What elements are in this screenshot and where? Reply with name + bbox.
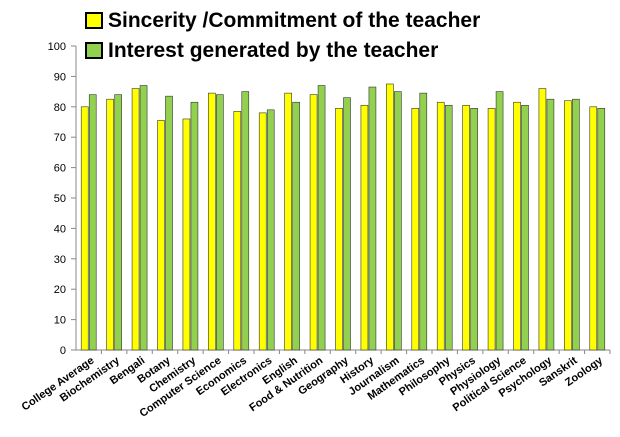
bar-interest (445, 105, 452, 350)
bar-interest (267, 110, 274, 350)
bar-sincerity (488, 108, 495, 350)
y-tick-label: 0 (60, 345, 66, 357)
bar-sincerity (463, 105, 470, 350)
bar-sincerity (437, 102, 444, 350)
bar-sincerity (208, 93, 215, 350)
bar-interest (191, 102, 198, 350)
bar-sincerity (285, 93, 292, 350)
bar-interest (242, 92, 249, 350)
bar-sincerity (564, 101, 571, 350)
bar-sincerity (183, 119, 190, 350)
bar-sincerity (539, 89, 546, 350)
y-tick-label: 50 (54, 193, 66, 205)
bar-sincerity (81, 107, 88, 350)
bar-interest (318, 86, 325, 350)
y-tick-label: 100 (48, 41, 66, 53)
bar-sincerity (310, 95, 317, 350)
y-tick-label: 10 (54, 315, 66, 327)
bar-interest (471, 108, 478, 350)
bar-interest (369, 87, 376, 350)
bar-sincerity (412, 108, 419, 350)
y-tick-label: 80 (54, 102, 66, 114)
bar-sincerity (259, 113, 266, 350)
bar-interest (547, 99, 554, 350)
bar-interest (394, 92, 401, 350)
y-tick-label: 70 (54, 132, 66, 144)
y-tick-label: 30 (54, 254, 66, 266)
bar-interest (420, 93, 427, 350)
bar-sincerity (386, 84, 393, 350)
y-tick-label: 20 (54, 284, 66, 296)
y-tick-label: 40 (54, 223, 66, 235)
bar-interest (293, 102, 300, 350)
bar-interest (140, 86, 147, 350)
bar-interest (344, 98, 351, 350)
y-tick-label: 60 (54, 163, 66, 175)
bar-sincerity (107, 99, 114, 350)
bar-sincerity (132, 89, 139, 350)
bar-sincerity (514, 102, 521, 350)
bar-interest (496, 92, 503, 350)
bar-sincerity (361, 105, 368, 350)
y-tick-label: 90 (54, 71, 66, 83)
bar-interest (115, 95, 122, 350)
bar-sincerity (234, 111, 241, 350)
bar-sincerity (590, 107, 597, 350)
bar-interest (522, 105, 529, 350)
bar-interest (89, 95, 96, 350)
bar-interest (572, 99, 579, 350)
bar-interest (216, 95, 223, 350)
bar-interest (166, 96, 173, 350)
bar-interest (598, 108, 605, 350)
bar-sincerity (336, 108, 343, 350)
bar-sincerity (158, 120, 165, 350)
